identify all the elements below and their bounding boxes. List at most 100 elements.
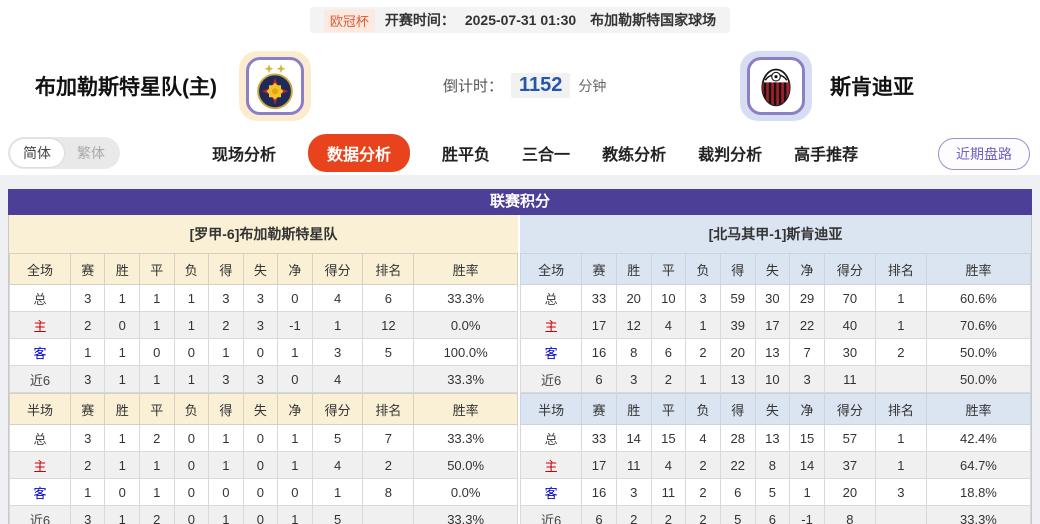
cell: 11 [650,478,687,506]
cell: 0 [242,338,279,366]
cell [874,505,927,524]
row-label: 近6 [9,365,71,393]
column-header: 负 [685,393,721,425]
cell: 17 [581,451,617,479]
cell: 3 [69,505,106,524]
tab-data-analysis[interactable]: 数据分析 [308,134,411,172]
nav-bar: 简体 繁体 现场分析 数据分析 胜平负 三合一 教练分析 裁判分析 高手推荐 近… [0,134,1040,172]
column-header: 负 [173,393,210,425]
cell: 3 [311,338,364,366]
cell: 50.0% [925,338,1032,366]
cell: 3 [69,284,106,312]
away-halftime-table: 半场赛胜平负得失净得分 排名 胜率总 33 14 15 4 28 13 15 57 1 42.4% 主 17… [519,393,1032,524]
cell: 0 [173,451,210,479]
column-header: 赛 [581,393,617,425]
row-label: 总 [519,284,583,312]
cell: 13 [754,338,791,366]
cell: 0 [242,424,279,452]
cell: 0 [242,505,279,524]
away-team-group: 斯肯迪亚 [740,51,914,121]
cell: 16 [581,338,617,366]
cell: 1 [208,505,244,524]
recent-trend-button[interactable]: 近期盘路 [938,138,1030,170]
cell: 1 [685,365,721,393]
tab-live-analysis[interactable]: 现场分析 [212,147,277,164]
cell: 33 [581,424,617,452]
column-header-row: 全场赛胜平负得失净得分 排名 胜率 [519,253,1032,285]
cell: 15 [650,424,687,452]
cell: 1 [277,505,313,524]
tab-coach-analysis[interactable]: 教练分析 [602,147,667,164]
cell: 20 [823,478,876,506]
cell: 33.3% [925,505,1032,524]
cell: 3 [874,478,927,506]
cell: 33 [581,284,617,312]
cell: 4 [685,424,721,452]
cell [362,505,415,524]
kickoff-time: 2025-07-31 01:30 [464,12,577,28]
cell: 4 [650,311,687,339]
cell: 3 [242,365,279,393]
column-header: 失 [754,253,791,285]
column-header: 排名 [362,393,415,425]
cell: 50.0% [925,365,1032,393]
column-header: 失 [754,393,791,425]
tab-referee-analysis[interactable]: 裁判分析 [698,147,763,164]
cell: -1 [277,311,313,339]
cell: 2 [685,451,721,479]
cell: 2 [685,505,721,524]
cell: 14 [615,424,652,452]
cell: 1 [874,284,927,312]
cell: 3 [208,365,244,393]
cell: -1 [789,505,825,524]
cell: 4 [311,365,364,393]
cell: 33.3% [413,365,518,393]
cell: 1 [789,478,825,506]
column-header: 净 [789,393,825,425]
row-label: 近6 [9,505,71,524]
cell: 28 [719,424,756,452]
column-header: 平 [650,253,687,285]
cell: 0 [139,338,175,366]
table-row: 客 16 8 6 2 20 13 7 30 2 50.0% [519,338,1032,366]
lang-simplified-button[interactable]: 简体 [10,139,64,167]
cell: 2 [139,424,175,452]
cell: 12 [615,311,652,339]
column-header-row: 半场赛胜平负得失净得分 排名 胜率 [9,393,518,425]
cell: 17 [754,311,791,339]
home-team-name: 布加勒斯特星队(主) [35,76,217,99]
cell: 6 [719,478,756,506]
cell: 3 [242,284,279,312]
cell: 33.3% [413,284,518,312]
cell: 37 [823,451,876,479]
cell: 60.6% [925,284,1032,312]
cell: 0.0% [413,311,518,339]
table-row: 主 17 12 4 1 39 17 22 40 1 70.6% [519,311,1032,339]
cell: 1 [173,311,210,339]
cell: 10 [754,365,791,393]
tab-expert-picks[interactable]: 高手推荐 [794,147,859,164]
cell: 0 [173,505,210,524]
cell: 3 [208,284,244,312]
tab-three-in-one[interactable]: 三合一 [522,147,571,164]
column-header: 得分 [311,253,364,285]
cell: 1 [139,311,175,339]
cell: 8 [754,451,791,479]
tab-win-draw-lose[interactable]: 胜平负 [442,147,491,164]
cell: 22 [789,311,825,339]
cell: 0 [242,451,279,479]
column-header: 赛 [69,253,106,285]
cell: 0 [104,478,141,506]
venue: 布加勒斯特国家球场 [590,12,717,28]
cell: 1 [104,424,141,452]
cell: 11 [823,365,876,393]
row-label: 客 [9,478,71,506]
cell: 64.7% [925,451,1032,479]
column-header: 平 [139,393,175,425]
standings-title: 联赛积分 [8,189,1032,215]
cell: 8 [823,505,876,524]
column-header-row: 半场赛胜平负得失净得分 排名 胜率 [519,393,1032,425]
away-team-name: 斯肯迪亚 [830,76,914,99]
lang-traditional-button[interactable]: 繁体 [77,145,105,161]
cell: 40 [823,311,876,339]
